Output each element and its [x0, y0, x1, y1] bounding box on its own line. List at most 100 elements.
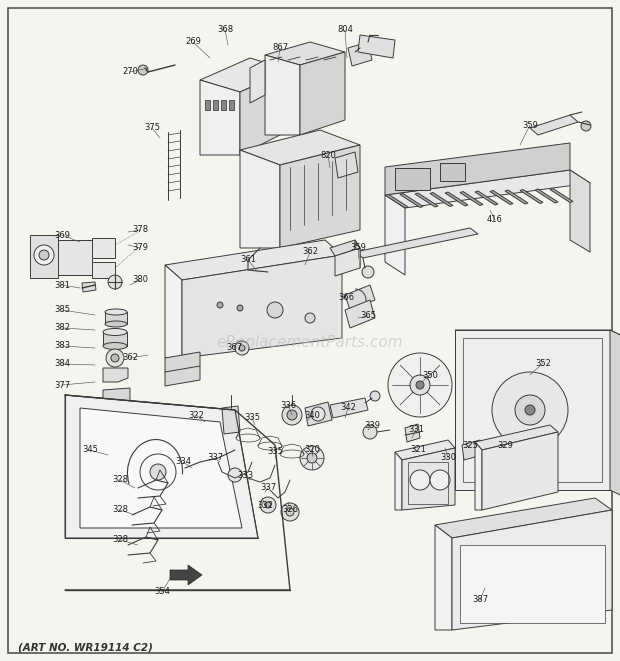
Polygon shape: [505, 190, 528, 204]
Circle shape: [311, 407, 325, 421]
Bar: [440, 163, 465, 181]
Circle shape: [388, 353, 452, 417]
Circle shape: [281, 503, 299, 521]
Polygon shape: [385, 194, 408, 208]
Circle shape: [363, 425, 377, 439]
Text: 328: 328: [112, 535, 128, 545]
Polygon shape: [170, 565, 202, 585]
Text: 867: 867: [272, 44, 288, 52]
Circle shape: [108, 275, 122, 289]
Text: 804: 804: [337, 26, 353, 34]
Polygon shape: [475, 191, 498, 205]
Text: 337: 337: [207, 453, 223, 463]
Polygon shape: [300, 52, 345, 135]
Polygon shape: [182, 255, 342, 358]
Text: 328: 328: [112, 506, 128, 514]
Polygon shape: [335, 248, 360, 276]
Text: 350: 350: [422, 371, 438, 379]
Circle shape: [430, 470, 450, 490]
Text: 340: 340: [304, 410, 320, 420]
Polygon shape: [520, 190, 543, 204]
Text: 269: 269: [185, 38, 201, 46]
Text: 820: 820: [320, 151, 336, 159]
Bar: [408, 462, 448, 504]
Polygon shape: [535, 189, 558, 203]
Text: 321: 321: [410, 446, 426, 455]
Text: 322: 322: [188, 410, 204, 420]
Text: 328: 328: [112, 475, 128, 485]
Polygon shape: [405, 424, 420, 442]
Text: eReplacementParts.com: eReplacementParts.com: [216, 334, 404, 350]
Text: 325: 325: [462, 440, 478, 449]
Polygon shape: [475, 425, 558, 450]
Text: 367: 367: [226, 344, 242, 352]
Bar: [395, 168, 430, 190]
Circle shape: [410, 375, 430, 395]
Polygon shape: [455, 330, 610, 490]
Circle shape: [362, 266, 374, 278]
Polygon shape: [475, 442, 482, 510]
Text: 334: 334: [175, 457, 191, 467]
Polygon shape: [348, 42, 372, 66]
Circle shape: [416, 381, 424, 389]
Text: 378: 378: [132, 225, 148, 235]
Polygon shape: [462, 440, 482, 460]
Polygon shape: [240, 150, 280, 248]
Polygon shape: [415, 193, 438, 207]
Text: 366: 366: [338, 293, 354, 303]
Ellipse shape: [105, 309, 127, 315]
Circle shape: [34, 245, 54, 265]
Bar: [103, 332, 127, 346]
Circle shape: [235, 341, 249, 355]
Text: 335: 335: [267, 447, 283, 457]
Polygon shape: [482, 432, 558, 510]
Polygon shape: [280, 145, 360, 248]
Polygon shape: [200, 58, 290, 92]
Circle shape: [434, 442, 450, 458]
Polygon shape: [385, 143, 570, 195]
Text: 383: 383: [54, 342, 70, 350]
Polygon shape: [530, 115, 578, 135]
Bar: [463, 338, 602, 482]
Polygon shape: [250, 60, 265, 103]
Text: 329: 329: [497, 440, 513, 449]
Circle shape: [138, 65, 148, 75]
Polygon shape: [330, 240, 360, 256]
Text: 352: 352: [535, 358, 551, 368]
Text: 335: 335: [244, 414, 260, 422]
Polygon shape: [358, 35, 395, 58]
Circle shape: [237, 305, 243, 311]
Polygon shape: [385, 170, 590, 208]
Text: 416: 416: [487, 215, 503, 225]
Circle shape: [492, 372, 568, 448]
Text: 333: 333: [237, 471, 253, 479]
Circle shape: [228, 468, 242, 482]
Text: 270: 270: [122, 67, 138, 77]
Text: 354: 354: [154, 588, 170, 596]
Text: 384: 384: [54, 360, 70, 368]
Circle shape: [525, 405, 535, 415]
Text: 342: 342: [340, 403, 356, 412]
Polygon shape: [460, 192, 483, 206]
Text: 362: 362: [122, 354, 138, 362]
Polygon shape: [490, 190, 513, 204]
Circle shape: [515, 395, 545, 425]
Text: 381: 381: [54, 280, 70, 290]
Polygon shape: [610, 330, 620, 507]
Circle shape: [305, 313, 315, 323]
Circle shape: [267, 302, 283, 318]
Circle shape: [300, 446, 324, 470]
Polygon shape: [430, 192, 453, 206]
Bar: [460, 545, 605, 623]
Polygon shape: [445, 192, 468, 206]
Polygon shape: [200, 80, 240, 155]
Circle shape: [287, 410, 297, 420]
Bar: [229, 100, 234, 110]
Text: 385: 385: [54, 305, 70, 315]
Polygon shape: [402, 448, 455, 510]
Polygon shape: [103, 368, 128, 382]
Polygon shape: [550, 188, 573, 202]
Polygon shape: [45, 240, 92, 275]
Polygon shape: [222, 406, 240, 434]
Polygon shape: [240, 130, 360, 165]
